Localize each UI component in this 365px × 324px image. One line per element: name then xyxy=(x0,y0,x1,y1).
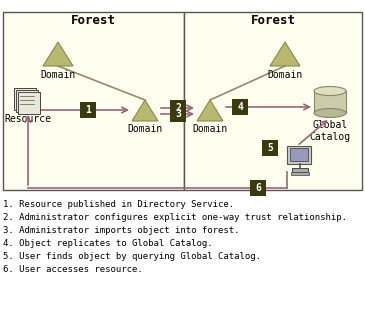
Bar xyxy=(262,140,278,156)
Text: 4. Object replicates to Global Catalog.: 4. Object replicates to Global Catalog. xyxy=(3,239,213,248)
Text: Forest: Forest xyxy=(70,14,115,27)
Polygon shape xyxy=(197,100,223,121)
Bar xyxy=(184,12,362,190)
Text: 4: 4 xyxy=(237,102,243,112)
Bar xyxy=(250,180,266,196)
Text: 5: 5 xyxy=(267,143,273,153)
Bar xyxy=(232,99,248,115)
Text: 1. Resource published in Directory Service.: 1. Resource published in Directory Servi… xyxy=(3,200,234,209)
Bar xyxy=(290,148,308,161)
Text: Domain: Domain xyxy=(268,70,303,80)
Text: 1: 1 xyxy=(85,105,91,115)
Text: 2: 2 xyxy=(175,103,181,113)
Bar xyxy=(287,146,311,164)
Ellipse shape xyxy=(314,87,346,96)
Text: 6. User accesses resource.: 6. User accesses resource. xyxy=(3,265,143,274)
Bar xyxy=(80,102,96,118)
Bar xyxy=(14,88,36,110)
Bar xyxy=(170,100,186,116)
Ellipse shape xyxy=(314,109,346,118)
Text: Global
Catalog: Global Catalog xyxy=(310,120,350,142)
Text: Domain: Domain xyxy=(127,124,163,134)
Text: Forest: Forest xyxy=(250,14,296,27)
Text: 2. Administrator configures explicit one-way trust relationship.: 2. Administrator configures explicit one… xyxy=(3,213,347,222)
Text: 6: 6 xyxy=(255,183,261,193)
Bar xyxy=(314,91,346,113)
Text: 3. Administrator imports object into forest.: 3. Administrator imports object into for… xyxy=(3,226,239,235)
Bar xyxy=(3,12,184,190)
Bar xyxy=(18,92,40,114)
Polygon shape xyxy=(43,42,73,66)
Text: 5. User finds object by querying Global Catalog.: 5. User finds object by querying Global … xyxy=(3,252,261,261)
Polygon shape xyxy=(132,100,158,121)
Text: 3: 3 xyxy=(175,109,181,119)
Bar xyxy=(16,90,38,112)
Bar xyxy=(292,168,308,172)
Polygon shape xyxy=(270,42,300,66)
Text: Resource: Resource xyxy=(4,114,51,124)
Bar xyxy=(170,106,186,122)
Bar xyxy=(291,172,309,175)
Text: Domain: Domain xyxy=(41,70,76,80)
Text: Domain: Domain xyxy=(192,124,228,134)
